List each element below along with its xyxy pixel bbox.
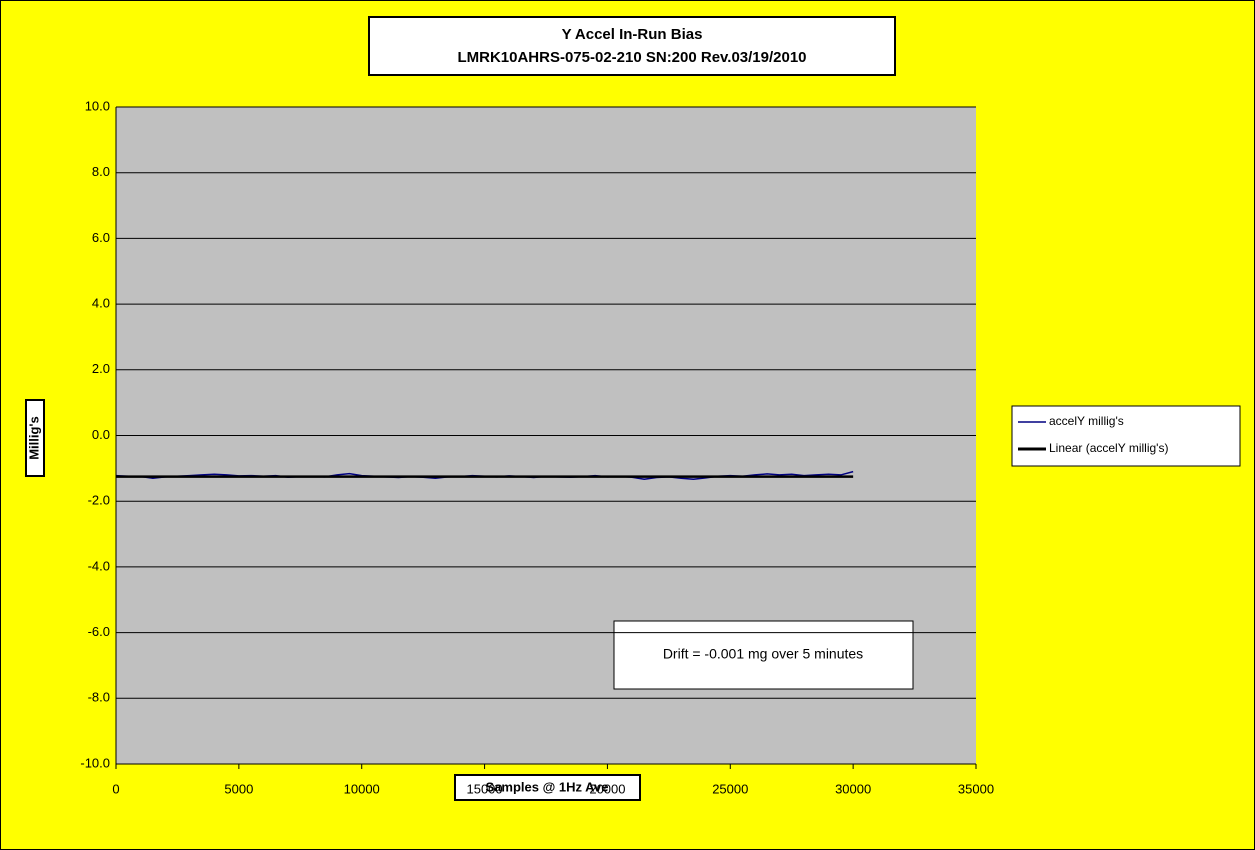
y-tick-label: -4.0 [88, 558, 110, 573]
x-tick-label: 5000 [224, 781, 253, 796]
x-tick-label: 0 [112, 781, 119, 796]
y-tick-label: 10.0 [85, 98, 110, 113]
legend-label: Linear (accelY millig's) [1049, 441, 1168, 455]
y-label-box [25, 399, 45, 477]
y-tick-label: 0.0 [92, 427, 110, 442]
title-box [368, 16, 896, 76]
y-tick-label: 2.0 [92, 361, 110, 376]
y-tick-label: 6.0 [92, 230, 110, 245]
legend [1011, 405, 1241, 467]
y-tick-label: 4.0 [92, 296, 110, 311]
chart-title: Y Accel In-Run Bias [562, 26, 703, 43]
y-tick-label: 8.0 [92, 164, 110, 179]
y-tick-label: -8.0 [88, 690, 110, 705]
y-axis-label: Millig's [26, 416, 41, 460]
y-tick-label: -2.0 [88, 493, 110, 508]
y-tick-label: -10.0 [80, 755, 110, 770]
x-tick-label: 25000 [712, 781, 748, 796]
x-tick-label: 35000 [958, 781, 994, 796]
y-tick-label: -6.0 [88, 624, 110, 639]
x-label-box [454, 774, 641, 801]
x-tick-label: 10000 [344, 781, 380, 796]
x-tick-label: 15000 [466, 781, 502, 796]
x-tick-label: 30000 [835, 781, 871, 796]
legend-label: accelY millig's [1049, 414, 1124, 428]
chart-subtitle: LMRK10AHRS-075-02-210 SN:200 Rev.03/19/2… [457, 49, 806, 66]
annotation: Drift = -0.001 mg over 5 minutes [663, 646, 863, 662]
x-axis-label: Samples @ 1Hz Ave [486, 779, 609, 794]
x-tick-label: 20000 [589, 781, 625, 796]
